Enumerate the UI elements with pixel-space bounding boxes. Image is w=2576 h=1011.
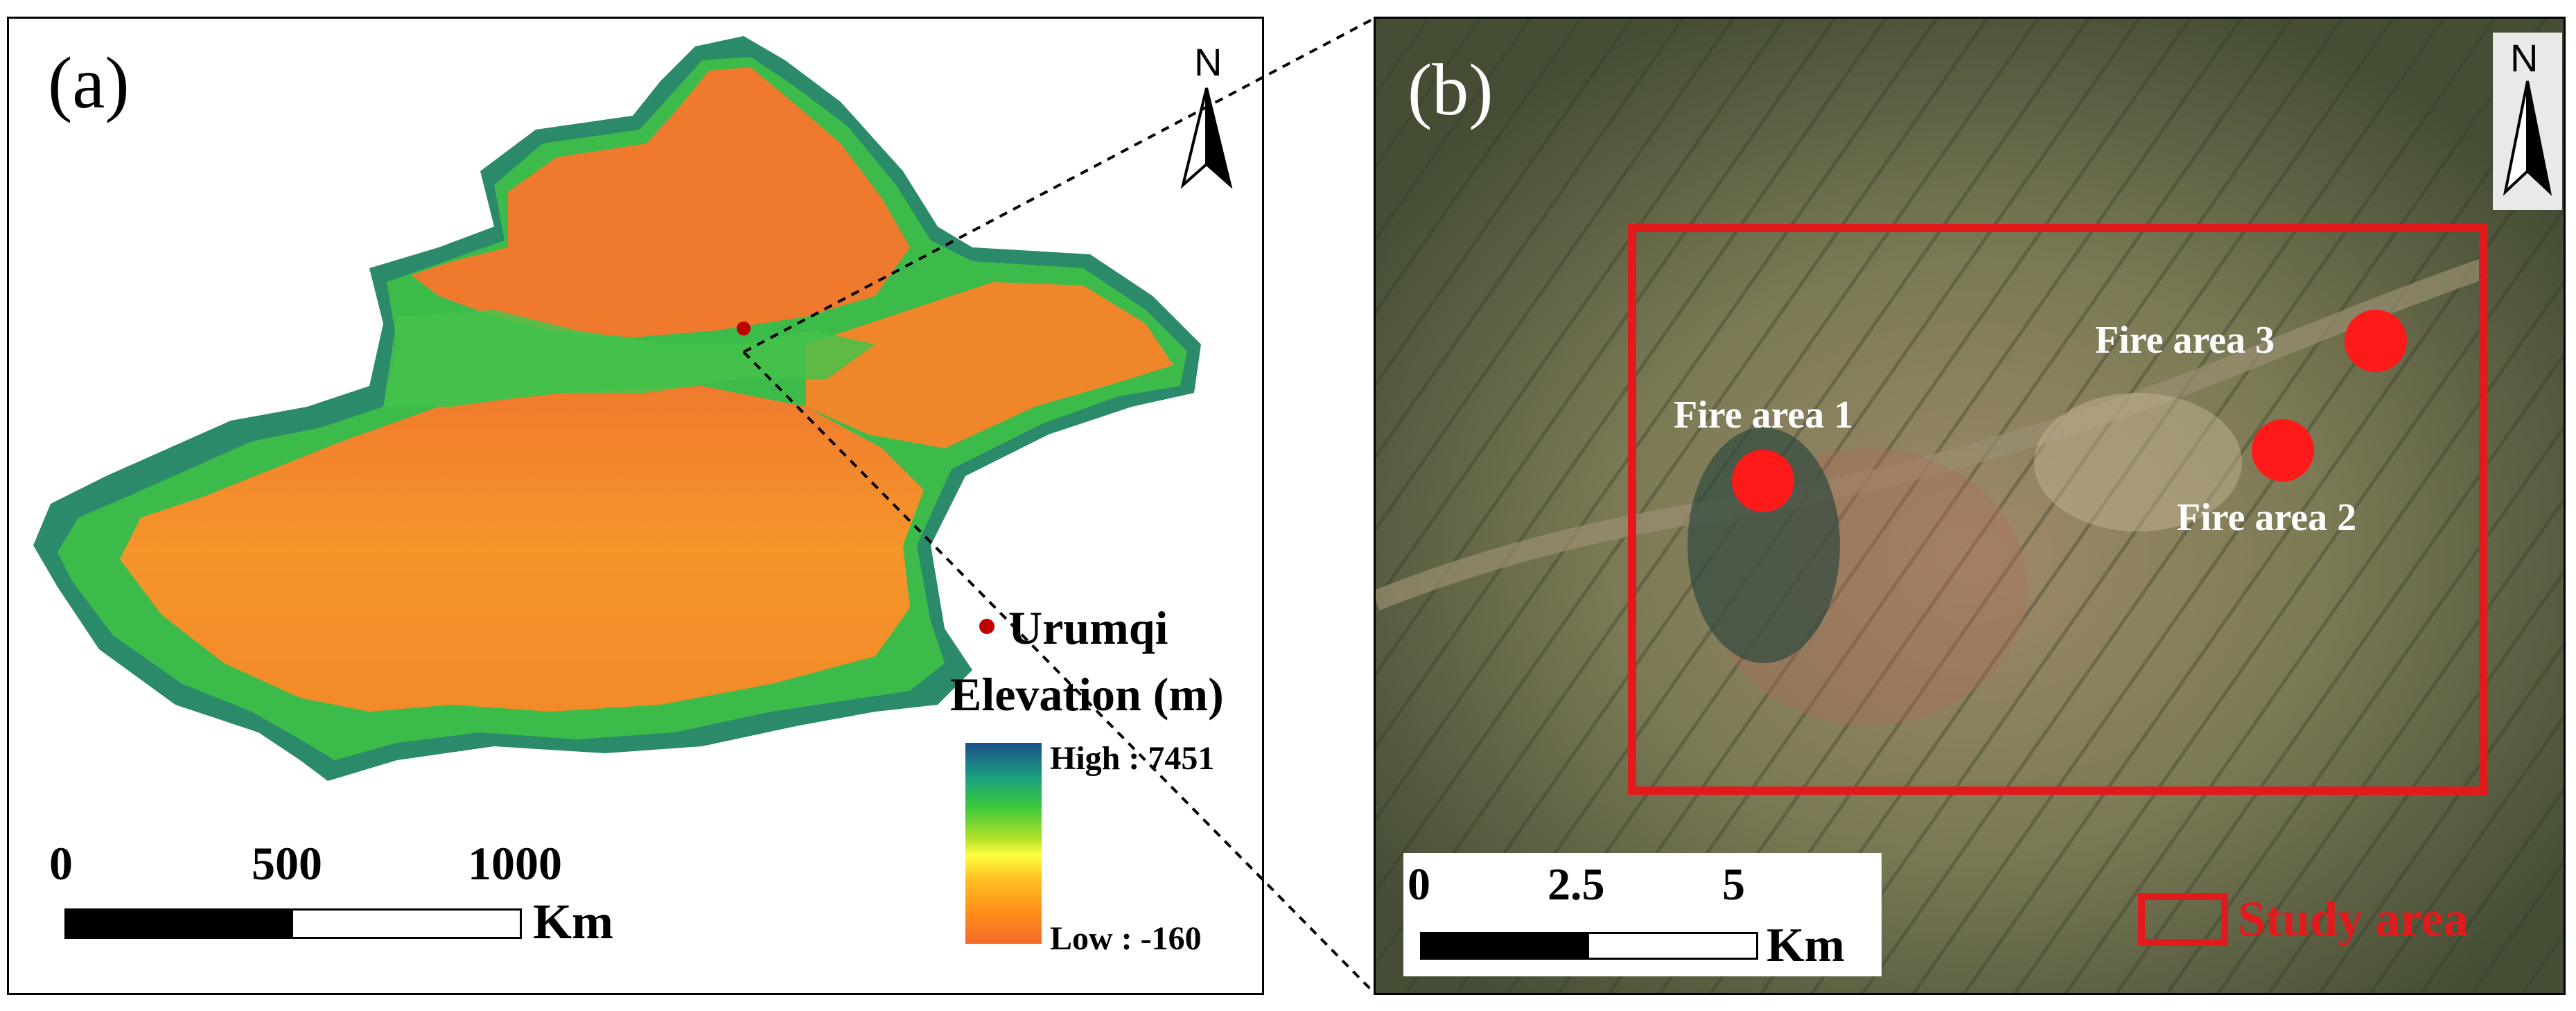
region-dzungarian-basin bbox=[411, 67, 910, 337]
region-turpan-area bbox=[806, 282, 1173, 448]
fire-area-1-marker bbox=[1732, 450, 1794, 512]
fire-area-1-label: Fire area 1 bbox=[1674, 394, 1854, 437]
panel-b-label: (b) bbox=[1408, 49, 1493, 130]
scale-unit-b: Km bbox=[1767, 919, 1845, 972]
fire-area-2-label: Fire area 2 bbox=[2177, 496, 2357, 539]
region-tianshan bbox=[383, 310, 875, 407]
scale-bar-a bbox=[64, 908, 522, 939]
study-area-legend-swatch bbox=[2138, 893, 2228, 946]
scale-tick-b-0: 0 bbox=[1408, 859, 1430, 910]
region-tarim-basin bbox=[120, 386, 924, 712]
scale-tick-a-2: 1000 bbox=[468, 837, 562, 890]
elevation-low-label: Low : -160 bbox=[1050, 920, 1202, 957]
elevation-color-ramp bbox=[965, 743, 1042, 944]
fire-area-2-marker bbox=[2252, 419, 2314, 482]
scale-tick-b-2: 5 bbox=[1722, 859, 1745, 910]
scale-tick-b-1: 2.5 bbox=[1548, 859, 1605, 910]
scale-tick-a-1: 500 bbox=[252, 837, 322, 890]
panel-a-elevation-map: (a) N Urumqi Elevation (m) High : 7451 L… bbox=[7, 17, 1264, 995]
scale-tick-a-0: 0 bbox=[49, 837, 73, 890]
urumqi-city-dot-legend bbox=[979, 619, 995, 634]
north-label-a: N bbox=[1194, 40, 1223, 84]
xinjiang-elevation-map bbox=[33, 36, 1201, 781]
study-area-box bbox=[1628, 224, 2487, 795]
urumqi-label: Urumqi bbox=[1008, 601, 1168, 654]
scale-bar-b bbox=[1420, 932, 1758, 960]
study-area-legend-label: Study area bbox=[2238, 891, 2469, 947]
panel-b-satellite-map: (b) N Fire area 1 Fire area 2 Fire area … bbox=[1374, 17, 2566, 995]
panel-a-label: (a) bbox=[48, 42, 130, 123]
fire-area-3-label: Fire area 3 bbox=[2095, 319, 2275, 362]
satellite-imagery bbox=[1376, 19, 2564, 993]
scale-unit-a: Km bbox=[533, 894, 613, 949]
fire-area-3-marker bbox=[2345, 310, 2407, 372]
elevation-legend-title: Elevation (m) bbox=[950, 668, 1224, 721]
urumqi-location-dot bbox=[737, 322, 751, 335]
north-label-b: N bbox=[2510, 36, 2539, 80]
